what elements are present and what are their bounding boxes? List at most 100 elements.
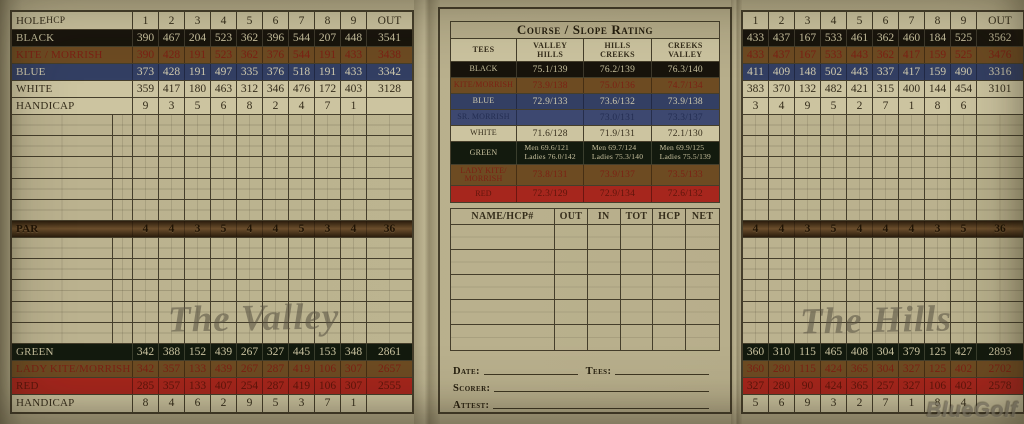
hole-number: 6 <box>873 12 899 29</box>
player-score-cell <box>237 115 263 136</box>
hole-value: 362 <box>873 47 899 63</box>
hole-value: 148 <box>795 64 821 80</box>
hole-value: 159 <box>925 47 951 63</box>
player-score-cell <box>289 301 315 322</box>
hole-value: 327 <box>899 360 925 377</box>
rating-value: 73.9/138 <box>667 96 703 107</box>
player-score-cell <box>925 178 951 199</box>
hole-value: 502 <box>821 64 847 80</box>
player-score-cell <box>315 280 341 301</box>
hole-value: 125 <box>925 343 951 360</box>
hole-value: 533 <box>821 47 847 63</box>
entry-column-header: TOT <box>621 209 654 224</box>
player-score-cell <box>289 199 315 220</box>
player-hcp-cell <box>113 259 133 280</box>
rating-value: 74.7/134 <box>667 80 703 91</box>
player-score-cell <box>743 157 769 178</box>
player-score-cell <box>795 178 821 199</box>
hole-number: 5 <box>237 12 263 29</box>
out-total <box>367 395 412 412</box>
player-score-cell <box>925 157 951 178</box>
rating-row-sr-morrish: SR. MORRISH 73.0/131 73.3/137 <box>451 110 719 126</box>
player-score-cell <box>925 136 951 157</box>
rating-tee-name: WHITE <box>451 126 517 141</box>
hole-value: 383 <box>743 81 769 97</box>
rating-value: 73.3/137 <box>667 112 703 123</box>
player-row <box>743 259 1023 281</box>
entry-cell <box>587 250 621 274</box>
hole-value: 327 <box>899 377 925 394</box>
hole-value: 167 <box>795 47 821 63</box>
hole-value: 144 <box>925 81 951 97</box>
player-score-cell <box>237 280 263 301</box>
rating-column-label: VALLEY HILLS <box>533 40 568 59</box>
hole-value: 362 <box>237 47 263 63</box>
hole-value: 257 <box>873 377 899 394</box>
hole-value: 417 <box>899 47 925 63</box>
men-ladies-rating: Men 69.6/121 Ladies 76.0/142 <box>525 144 576 161</box>
player-hcp-cell <box>113 322 133 343</box>
hole-value: 287 <box>263 377 289 394</box>
hole-value: 4 <box>159 394 185 412</box>
hole-value: 379 <box>899 343 925 360</box>
hole-value: 445 <box>289 343 315 360</box>
hills-score-table: 1 2 3 4 5 6 7 8 9 OUT 433 437 167 533 461 362 460 184 525 3… <box>741 10 1024 414</box>
rating-value: 76.2/139 <box>584 62 652 77</box>
rating-value: Men 69.7/124 Ladies 75.3/140 <box>584 142 652 164</box>
player-score-cell <box>211 136 237 157</box>
hole-value: 365 <box>847 377 873 394</box>
hole-value: 1 <box>899 98 925 114</box>
player-score-cell <box>743 280 769 301</box>
hole-value: 427 <box>951 343 977 360</box>
player-score-cell <box>925 301 951 322</box>
hole-value: 5 <box>289 220 315 237</box>
hole-value: 267 <box>237 360 263 377</box>
player-name-cell <box>12 259 113 280</box>
hole-value: 417 <box>159 81 185 97</box>
player-score-cell <box>289 136 315 157</box>
tee-row-kite-morrish: KITE / MORRISH 390 428 191 523 362 376 544 191 43… <box>12 47 412 64</box>
out-total: 2657 <box>378 362 401 375</box>
out-total: 2555 <box>378 379 401 392</box>
player-score-cell <box>237 301 263 322</box>
hole-value: 280 <box>769 360 795 377</box>
player-score-cell <box>847 301 873 322</box>
hole-value: 424 <box>821 377 847 394</box>
hole-number: 7 <box>899 12 925 29</box>
player-score-cell <box>315 237 341 259</box>
hole-value: 357 <box>159 360 185 377</box>
player-score-cell <box>237 199 263 220</box>
entry-column-header: NET <box>691 211 714 222</box>
hole-value: 525 <box>951 47 977 63</box>
score-entry-table: NAME/HCP# OUT IN TOT HCP NET <box>450 208 720 351</box>
hole-value: 419 <box>289 377 315 394</box>
entry-cell <box>653 300 687 324</box>
hole-value: 8 <box>925 394 951 412</box>
hole-value: 106 <box>315 377 341 394</box>
tee-name: HANDICAP <box>12 98 133 114</box>
player-score-cell <box>873 237 899 259</box>
entry-column-header: NAME/HCP# <box>451 209 555 224</box>
player-score-cell <box>289 259 315 280</box>
hole-value: 1 <box>899 394 925 412</box>
hole-value: 267 <box>237 343 263 360</box>
player-score-cell <box>847 280 873 301</box>
out-total: 3438 <box>378 49 401 61</box>
player-score-cell <box>873 259 899 280</box>
player-score-cell <box>159 157 185 178</box>
rating-line: Ladies 75.3/140 <box>591 152 644 161</box>
out-total: 2578 <box>988 379 1012 392</box>
player-out-cell <box>367 157 412 178</box>
player-out-cell <box>977 178 1023 199</box>
hole-value: 153 <box>315 343 341 360</box>
attest-row: Attest: <box>453 394 717 411</box>
hole-value: 419 <box>289 360 315 377</box>
tee-row-red: 327 280 90 424 365 257 327 106 402 2578 <box>743 377 1023 395</box>
player-score-cell <box>899 157 925 178</box>
player-score-cell <box>847 178 873 199</box>
tee-name: GREEN <box>12 343 133 360</box>
rating-value: 73.0/131 <box>584 110 652 125</box>
hole-number: 6 <box>263 12 289 29</box>
hole-value: 285 <box>133 377 159 394</box>
